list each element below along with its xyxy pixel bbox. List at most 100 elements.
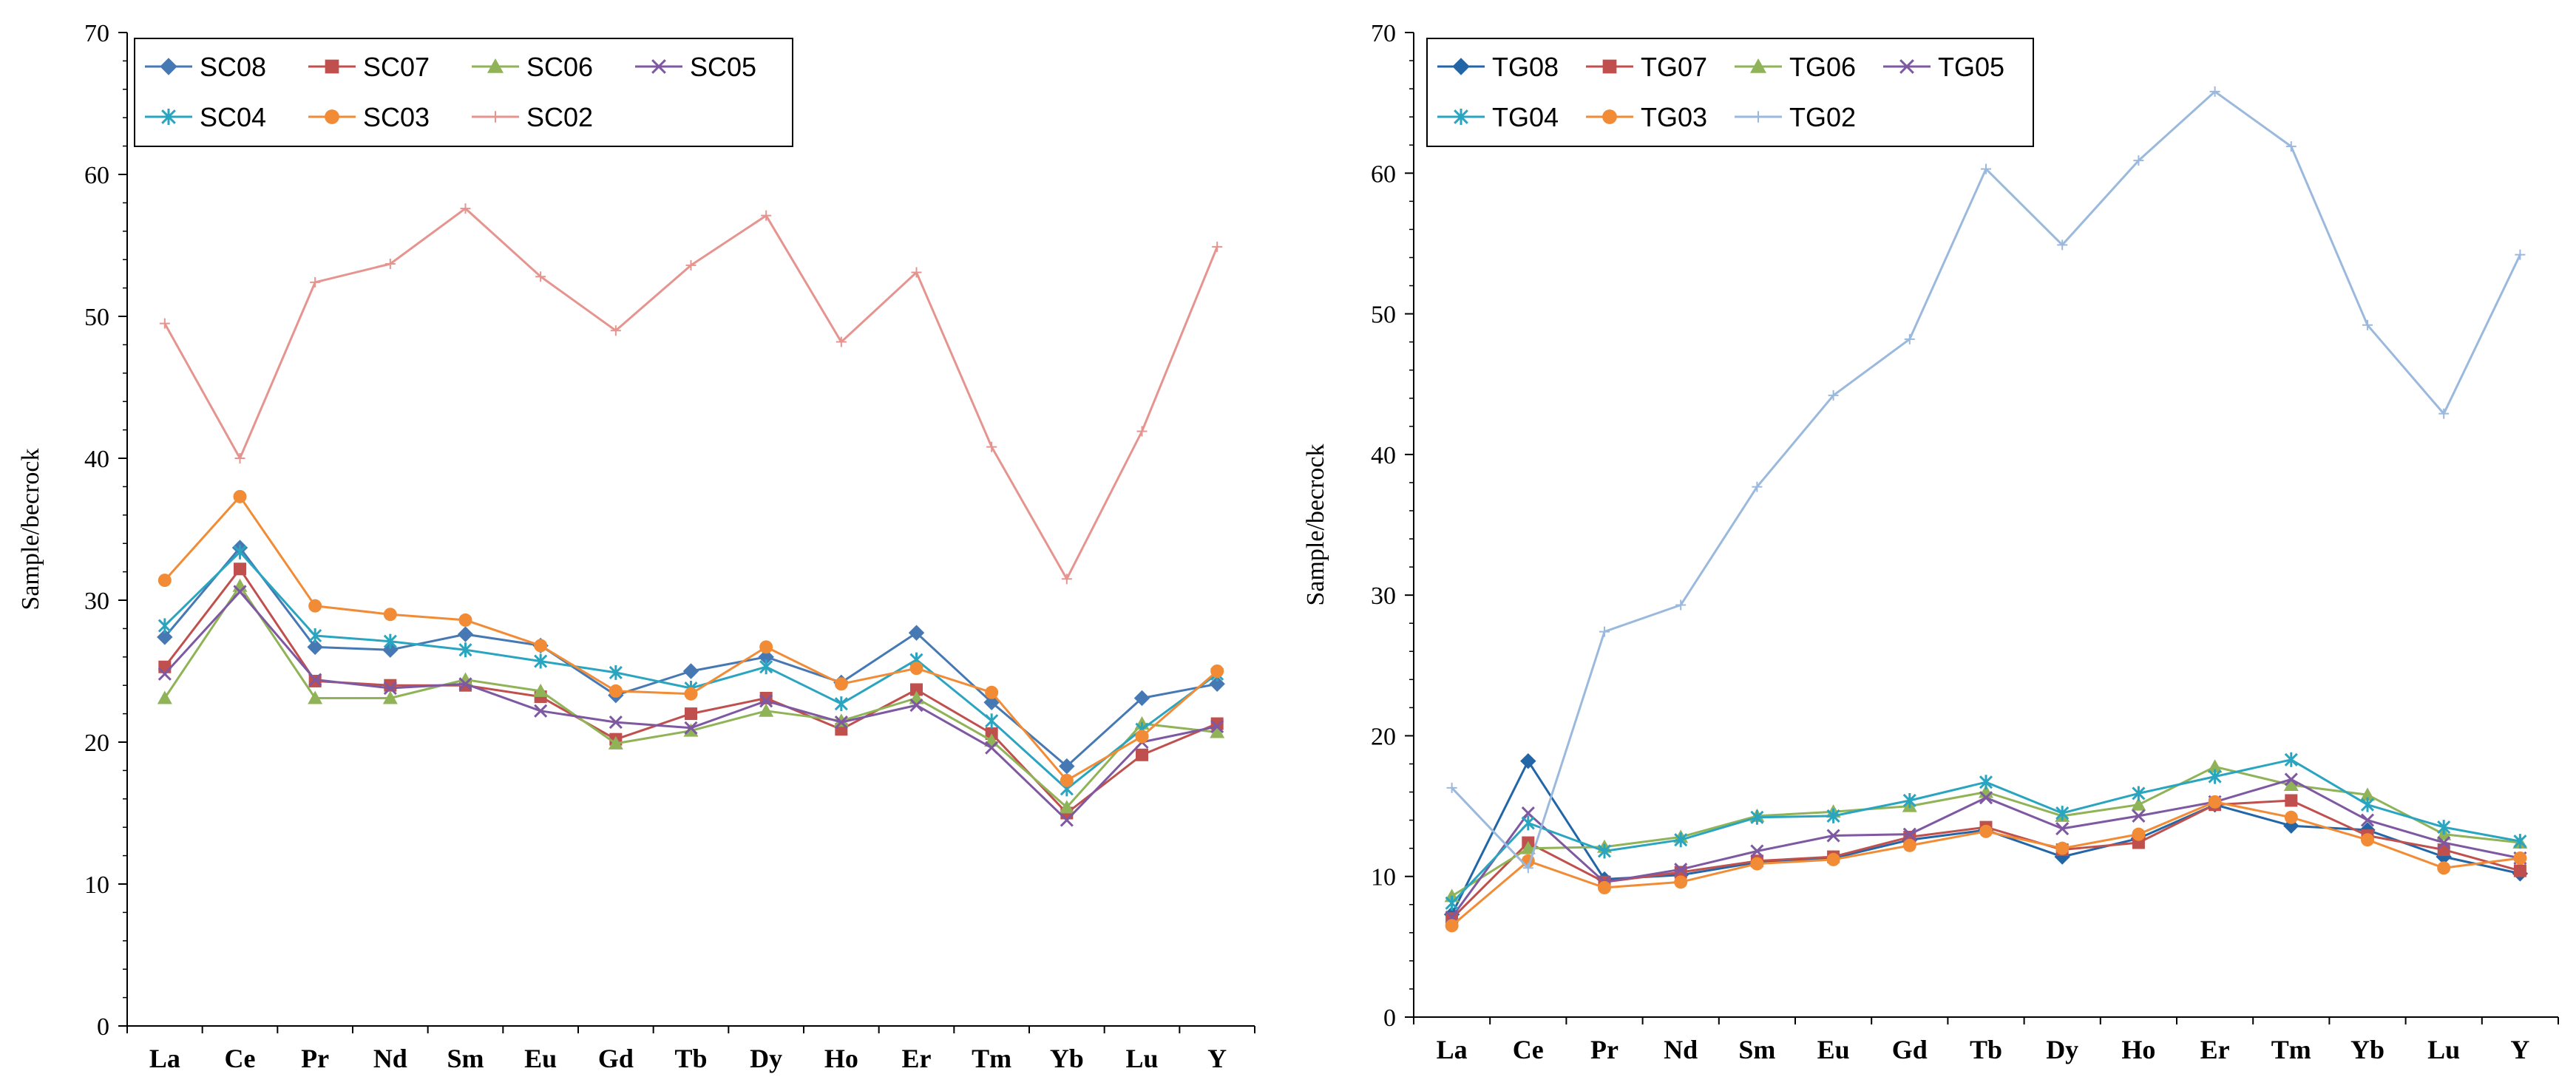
data-point <box>986 441 997 452</box>
data-point <box>460 203 471 214</box>
data-point <box>1521 815 1535 831</box>
data-point <box>1674 832 1688 848</box>
series-sc05 <box>157 585 1224 827</box>
data-point <box>2360 813 2375 827</box>
data-point <box>2057 239 2068 251</box>
data-point <box>1826 852 1840 866</box>
data-point <box>1675 599 1687 611</box>
data-point <box>983 694 1000 710</box>
data-point <box>985 713 999 729</box>
data-point <box>308 690 323 704</box>
data-point <box>159 318 170 329</box>
y-tick-label: 0 <box>97 1013 109 1041</box>
x-tick-label: La <box>149 1044 180 1073</box>
data-point <box>535 271 546 282</box>
data-point <box>1446 782 1457 793</box>
legend-label: SC02 <box>526 102 593 132</box>
data-point <box>909 662 923 676</box>
legend-marker <box>1750 58 1766 73</box>
data-point <box>2437 861 2451 875</box>
data-point <box>759 640 773 654</box>
series-sc02 <box>159 203 1223 585</box>
data-point <box>382 690 398 704</box>
data-point <box>2513 851 2527 865</box>
x-tick-label: Gd <box>1892 1035 1928 1064</box>
data-point <box>1979 775 1993 790</box>
data-point <box>1674 875 1688 889</box>
x-tick-label: Yb <box>1050 1044 1084 1073</box>
data-point <box>310 276 321 288</box>
legend-item-sc07: SC07 <box>308 52 430 82</box>
data-point <box>158 660 172 673</box>
data-point <box>684 721 698 735</box>
data-point <box>1979 824 1993 838</box>
data-point <box>2437 820 2451 835</box>
legend-marker <box>325 59 339 74</box>
data-point <box>233 585 247 599</box>
y-tick-label: 60 <box>84 162 109 189</box>
x-tick-label: Nd <box>373 1044 407 1073</box>
legend-marker <box>1899 59 1914 74</box>
data-point <box>2284 752 2298 767</box>
y-tick-label: 30 <box>84 588 109 615</box>
legend-item-tg05: TG05 <box>1883 52 2004 82</box>
data-point <box>534 653 548 669</box>
data-point <box>534 704 548 718</box>
legend-marker <box>1752 111 1764 123</box>
data-point <box>157 574 172 588</box>
data-point <box>383 681 397 696</box>
data-point <box>2132 809 2146 823</box>
x-tick-label: Er <box>2200 1035 2230 1064</box>
data-point <box>985 741 999 755</box>
data-point <box>233 489 247 503</box>
legend-box <box>1426 38 2034 147</box>
data-point <box>834 716 848 730</box>
data-point <box>2438 408 2450 419</box>
data-point <box>761 210 772 221</box>
data-point <box>609 665 623 680</box>
data-point <box>458 677 472 691</box>
x-tick-label: Eu <box>524 1044 557 1073</box>
data-point <box>2437 835 2451 850</box>
data-point <box>2208 769 2222 784</box>
y-tick-label: 10 <box>84 871 109 899</box>
data-point <box>2132 827 2146 841</box>
y-tick-label: 50 <box>1371 302 1396 329</box>
data-point <box>2285 141 2297 152</box>
data-point <box>157 667 172 681</box>
x-tick-label: Er <box>902 1044 932 1073</box>
data-point <box>2362 319 2373 330</box>
data-point <box>458 642 472 658</box>
data-point <box>1828 390 1839 401</box>
x-tick-label: Dy <box>750 1044 782 1073</box>
data-point <box>834 677 848 691</box>
x-tick-label: Lu <box>1125 1044 1158 1073</box>
data-point <box>835 336 847 347</box>
y-tick-label: 30 <box>1371 582 1396 610</box>
series-tg04 <box>1445 752 2527 911</box>
x-tick-label: Yb <box>2350 1035 2385 1064</box>
y-tick-label: 40 <box>1371 442 1396 469</box>
data-point <box>608 735 623 750</box>
legend-item-tg03: TG03 <box>1586 102 1707 132</box>
data-point <box>157 618 172 633</box>
data-point <box>1059 758 1075 775</box>
data-point <box>684 687 698 701</box>
data-point <box>384 258 396 269</box>
x-tick-label: Y <box>1207 1044 1227 1073</box>
legend-label: SC03 <box>363 102 430 132</box>
data-point <box>457 626 474 642</box>
y-tick-label: 40 <box>84 446 109 473</box>
data-point <box>234 563 246 576</box>
data-point <box>2284 772 2298 786</box>
data-point <box>1210 665 1224 678</box>
data-point <box>308 599 322 613</box>
data-point <box>911 267 922 278</box>
data-point <box>1210 719 1224 733</box>
legend-marker <box>651 59 666 74</box>
x-tick-label: Y <box>2510 1035 2529 1064</box>
series-tg03 <box>1445 795 2527 933</box>
data-point <box>2209 86 2220 97</box>
data-point <box>1826 829 1840 843</box>
y-tick-label: 70 <box>84 20 109 47</box>
